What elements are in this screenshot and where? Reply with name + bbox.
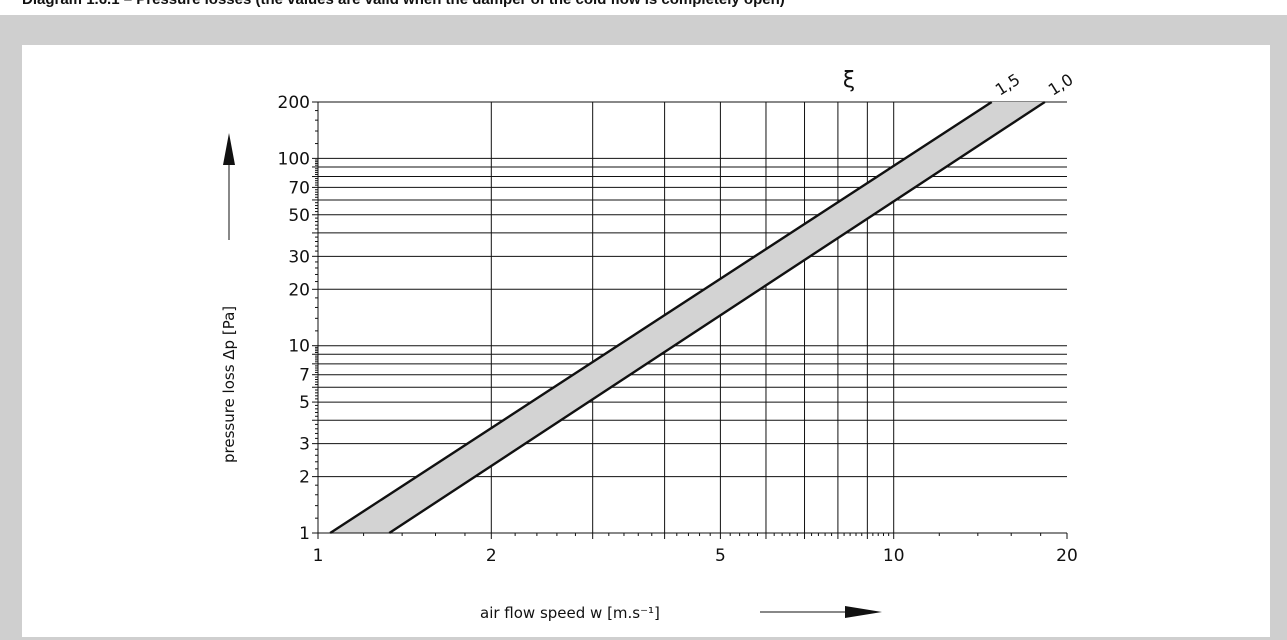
series-line-1-5 xyxy=(329,100,993,535)
x-axis-title: air flow speed w [m.s⁻¹] xyxy=(480,604,660,622)
y-tick-label: 7 xyxy=(299,366,310,386)
x-axis-arrow-head xyxy=(845,606,882,618)
x-tick-label: 2 xyxy=(486,546,497,566)
y-tick-label: 2 xyxy=(299,468,310,488)
axes xyxy=(312,101,1068,539)
labels: 1,5 1,0 1 2 3 5 7 10 20 30 50 70 100 200 1 2 5 10 20 ξ air f… xyxy=(220,68,1078,622)
y-axis-arrow-head xyxy=(223,133,235,165)
y-tick-label: 5 xyxy=(299,393,310,413)
y-tick-label: 30 xyxy=(288,247,310,267)
x-tick-label: 10 xyxy=(883,546,905,566)
y-tick-label: 100 xyxy=(278,149,310,169)
series-line-1-0 xyxy=(388,100,1046,535)
series-layer xyxy=(329,100,1046,535)
y-tick-label: 3 xyxy=(299,435,310,455)
pressure-loss-chart: 1,5 1,0 1 2 3 5 7 10 20 30 50 70 100 200 1 2 5 10 20 ξ air f… xyxy=(220,68,1078,622)
series-label-1-0: 1,0 xyxy=(1045,70,1077,100)
y-tick-label: 200 xyxy=(278,93,310,113)
x-tick-label: 5 xyxy=(715,546,726,566)
y-tick-label: 70 xyxy=(288,178,310,198)
xi-range-band xyxy=(330,102,1045,533)
x-tick-label: 1 xyxy=(313,546,324,566)
x-tick-label: 20 xyxy=(1056,546,1078,566)
y-tick-label: 1 xyxy=(299,524,310,544)
y-tick-label: 20 xyxy=(288,280,310,300)
grid xyxy=(318,101,1067,533)
y-axis-title: pressure loss Δp [Pa] xyxy=(220,306,238,463)
band-layer xyxy=(330,102,1045,533)
y-tick-label: 10 xyxy=(288,337,310,357)
series-label-1-5: 1,5 xyxy=(992,70,1024,100)
y-tick-label: 50 xyxy=(288,206,310,226)
figure-panel: 1,5 1,0 1 2 3 5 7 10 20 30 50 70 100 200 1 2 5 10 20 ξ air f… xyxy=(0,15,1287,640)
figure-caption: Diagram 1.6.1 – Pressure losses (the val… xyxy=(22,0,1272,11)
chart-card: 1,5 1,0 1 2 3 5 7 10 20 30 50 70 100 200 1 2 5 10 20 ξ air f… xyxy=(22,45,1270,637)
xi-symbol: ξ xyxy=(843,68,855,93)
